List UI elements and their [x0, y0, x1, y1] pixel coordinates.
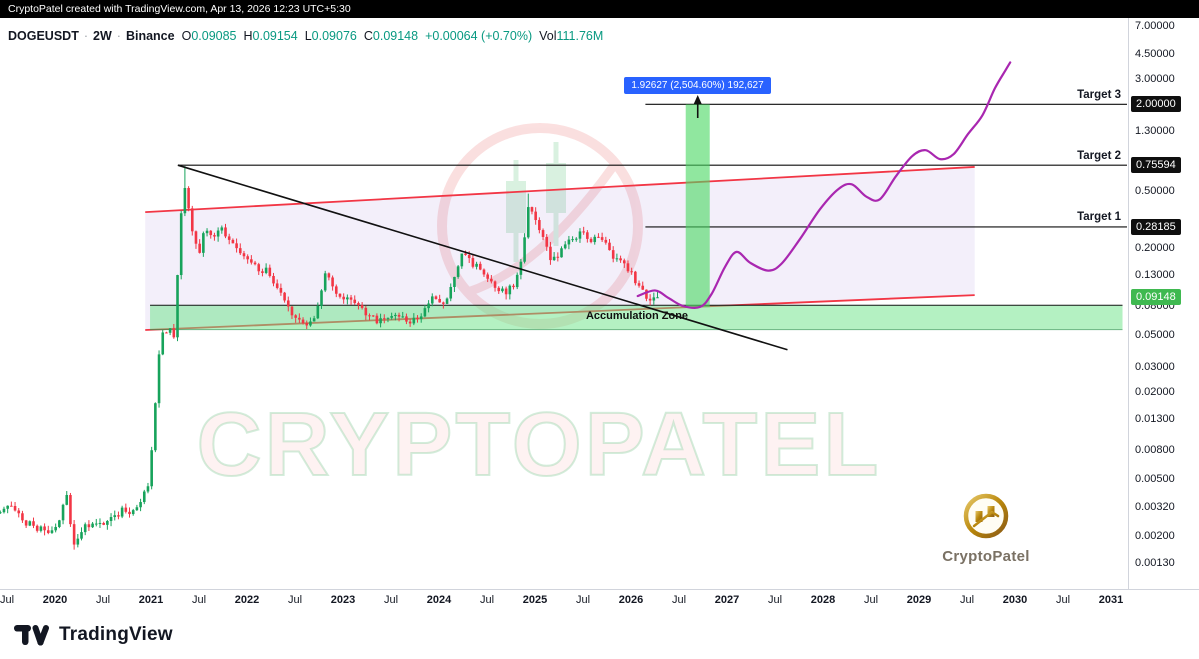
volume-value: 111.76M [556, 29, 604, 43]
price-tick: 0.00800 [1135, 443, 1175, 456]
time-label: Jul [0, 594, 15, 606]
price-badge: 0.75594 [1131, 157, 1181, 174]
attribution-bar: CryptoPatel created with TradingView.com… [0, 0, 1199, 18]
price-tick: 1.30000 [1135, 125, 1175, 138]
time-label: 2026 [618, 594, 644, 606]
legend-separator: · [116, 29, 121, 43]
tradingview-logo-icon[interactable] [13, 622, 50, 648]
price-tick: 0.00130 [1135, 557, 1175, 570]
price-axis[interactable]: 7.00000 4.50000 3.00000 1.30000 0.50000 0.200… [1128, 18, 1199, 611]
time-label: Jul [575, 594, 591, 606]
tradingview-wordmark[interactable]: TradingView [59, 624, 173, 645]
symbol-name[interactable]: DOGEUSDT [8, 29, 79, 43]
time-label: 2024 [426, 594, 452, 606]
time-label: Jul [767, 594, 783, 606]
time-label: 2027 [714, 594, 740, 606]
trendline[interactable] [177, 164, 788, 351]
price-tick: 0.00320 [1135, 500, 1175, 513]
price-tick: 4.50000 [1135, 47, 1175, 60]
brand-name: CryptoPatel [942, 548, 1030, 565]
close-label: C [363, 29, 373, 43]
time-label: 2025 [522, 594, 548, 606]
time-label: Jul [959, 594, 975, 606]
time-label: Jul [383, 594, 399, 606]
close-value: 0.09148 [372, 29, 419, 43]
forecast-line[interactable] [636, 61, 1012, 309]
price-tick: 3.00000 [1135, 72, 1175, 85]
brand-logo-icon [963, 493, 1009, 539]
time-label: 2020 [42, 594, 68, 606]
low-value: 0.09076 [311, 29, 357, 43]
price-badge: 0.09148 [1131, 289, 1181, 306]
open-label: O [181, 29, 192, 43]
time-label: 2029 [906, 594, 932, 606]
candlesticks [0, 166, 659, 550]
price-tick: 0.05000 [1135, 329, 1175, 342]
price-tick: 7.00000 [1135, 20, 1175, 32]
accumulation-zone[interactable] [150, 304, 1123, 331]
change-value: +0.00064 (+0.70%) [425, 29, 533, 43]
high-value: 0.09154 [252, 29, 298, 43]
time-label: 2023 [330, 594, 356, 606]
price-badge: 0.28185 [1131, 218, 1181, 235]
exchange-label: Binance [125, 29, 175, 43]
time-label: Jul [287, 594, 303, 606]
high-label: H [243, 29, 253, 43]
time-label: Jul [671, 594, 687, 606]
target-3-label: Target 3 [1077, 89, 1121, 101]
projection-measure-label[interactable]: 1.92627 (2,504.60%) 192,627 [624, 77, 771, 94]
time-label: 2028 [810, 594, 836, 606]
price-tick: 0.00200 [1135, 530, 1175, 543]
price-tick: 0.03000 [1135, 360, 1175, 373]
target-lines[interactable] [177, 103, 1127, 228]
price-tick: 0.13000 [1135, 269, 1175, 282]
interval-label[interactable]: 2W [93, 29, 112, 43]
open-value: 0.09085 [191, 29, 237, 43]
target-2-label: Target 2 [1077, 150, 1121, 162]
projection-bar[interactable] [685, 95, 710, 308]
time-label: Jul [863, 594, 879, 606]
price-tick: 0.50000 [1135, 185, 1175, 198]
time-label: Jul [191, 594, 207, 606]
target-1-label: Target 1 [1077, 211, 1121, 223]
time-label: Jul [1055, 594, 1071, 606]
time-label: 2031 [1098, 594, 1124, 606]
watermark-text: CRYPTOPATEL [196, 394, 882, 496]
accumulation-zone-label: Accumulation Zone [585, 310, 689, 322]
footer-bar: TradingView [0, 611, 1199, 659]
price-tick: 0.01300 [1135, 413, 1175, 426]
brand-badge: CryptoPatel [933, 492, 1039, 565]
time-axis[interactable]: Jul 2020 Jul 2021 Jul 2022 Jul 2023 Jul 2024 Jul 20… [0, 589, 1199, 611]
legend: DOGEUSDT · 2W · Binance O 0.09085 H 0.0915… [8, 29, 603, 43]
legend-separator: · [83, 29, 89, 43]
price-badge: 2.00000 [1131, 96, 1181, 113]
price-tick: 0.20000 [1135, 242, 1175, 255]
time-label: 2021 [138, 594, 164, 606]
time-label: 2030 [1002, 594, 1028, 606]
volume-label: Vol [539, 29, 557, 43]
price-tick: 0.02000 [1135, 386, 1175, 399]
time-label: Jul [479, 594, 495, 606]
attribution-text: CryptoPatel created with TradingView.com… [8, 3, 351, 15]
price-tick: 0.00500 [1135, 473, 1175, 486]
time-label: Jul [95, 594, 111, 606]
time-label: 2022 [234, 594, 260, 606]
low-label: L [304, 29, 312, 43]
